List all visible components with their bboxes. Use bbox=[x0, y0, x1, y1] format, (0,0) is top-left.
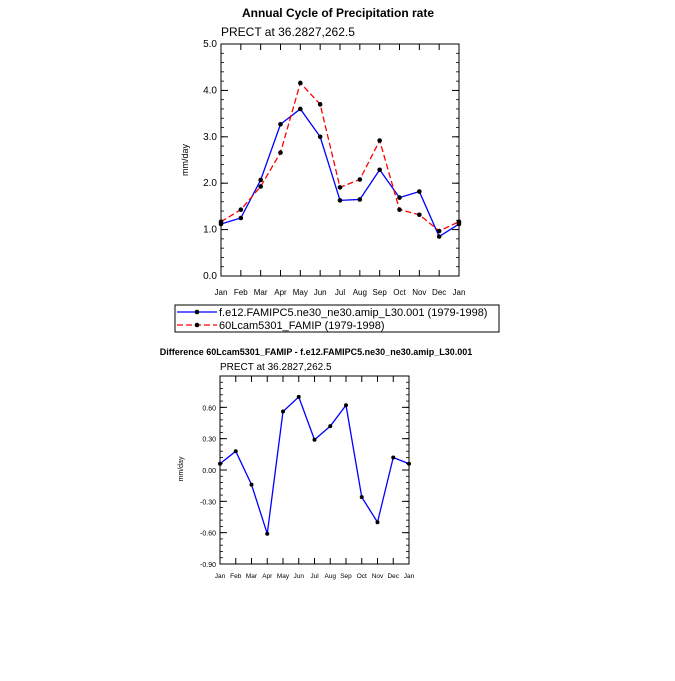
x-tick-label: Apr bbox=[274, 288, 287, 297]
series-1-point bbox=[218, 461, 222, 466]
series-line-1 bbox=[219, 395, 410, 534]
y-tick-label: -0.30 bbox=[200, 499, 216, 506]
legend-marker-series-2 bbox=[194, 322, 200, 328]
series-2-point bbox=[357, 177, 363, 182]
x-tick-label: Jul bbox=[310, 573, 319, 580]
series-1-point bbox=[281, 409, 285, 414]
x-tick-label: Jul bbox=[335, 288, 345, 297]
series-1-point bbox=[357, 197, 363, 202]
series-1-point bbox=[265, 531, 270, 536]
plot-frame bbox=[220, 43, 460, 277]
x-tick-label: Jun bbox=[314, 288, 327, 297]
series-2-point bbox=[278, 150, 283, 155]
x-tick-label: Oct bbox=[393, 288, 406, 297]
series-1-point bbox=[296, 394, 301, 399]
x-tick-label: Oct bbox=[357, 573, 367, 580]
y-tick-label: 0.0 bbox=[203, 271, 217, 282]
y-tick-label: 2.0 bbox=[203, 178, 217, 189]
series-1-point bbox=[233, 449, 238, 454]
x-tick-label: Jan bbox=[404, 573, 415, 580]
legend-label-series-1: f.e12.FAMIPC5.ne30_ne30.amip_L30.001 (19… bbox=[219, 307, 487, 319]
y-tick-label: 5.0 bbox=[203, 39, 217, 50]
series-1-point bbox=[312, 437, 317, 442]
series-2-point bbox=[317, 102, 323, 107]
legend-box bbox=[174, 304, 500, 333]
x-tick-label: Sep bbox=[373, 288, 388, 297]
difference-chart: Difference 60Lcam5301_FAMIP - f.e12.FAMI… bbox=[160, 347, 473, 580]
series-2-point bbox=[417, 212, 422, 218]
x-tick-label: Jan bbox=[453, 288, 466, 297]
difference-title: Difference 60Lcam5301_FAMIP - f.e12.FAMI… bbox=[160, 347, 473, 357]
y-tick-label: 0.00 bbox=[202, 468, 216, 475]
y-tick-label: -0.60 bbox=[200, 531, 216, 538]
series-2-point bbox=[298, 80, 303, 86]
series-1-point bbox=[375, 520, 380, 525]
x-tick-label: Mar bbox=[246, 573, 258, 580]
series-2-point bbox=[337, 185, 343, 190]
x-tick-label: Feb bbox=[234, 288, 248, 297]
x-tick-label: Sep bbox=[340, 573, 352, 580]
annual-cycle-chart: Annual Cycle of Precipitation rate PRECT… bbox=[180, 6, 465, 297]
difference-plot-frame bbox=[219, 375, 410, 565]
x-tick-label: Mar bbox=[254, 288, 268, 297]
y-tick-label: 3.0 bbox=[203, 132, 217, 143]
series-1-point bbox=[436, 234, 442, 239]
series-1-point bbox=[249, 482, 254, 487]
x-tick-label: May bbox=[293, 288, 308, 297]
difference-subtitle: PRECT at 36.2827,262.5 bbox=[220, 362, 332, 373]
series-1-point bbox=[328, 424, 333, 429]
x-tick-label: Jan bbox=[215, 573, 226, 580]
y-tick-label: 1.0 bbox=[203, 225, 217, 236]
series-1-point bbox=[391, 455, 396, 460]
series-1-point bbox=[397, 195, 402, 200]
series-2-point bbox=[436, 228, 442, 234]
series-2-point bbox=[377, 138, 382, 143]
series-1-point bbox=[238, 215, 244, 221]
x-tick-label: Aug bbox=[353, 288, 367, 297]
y-tick-label: 4.0 bbox=[203, 85, 217, 96]
y-axis-label: mm/day bbox=[180, 144, 190, 177]
y-tick-label: -0.90 bbox=[200, 562, 216, 569]
series-1-point bbox=[298, 106, 303, 112]
series-1-point bbox=[337, 198, 343, 203]
x-tick-label: Dec bbox=[387, 573, 399, 580]
x-tick-label: Jan bbox=[215, 288, 228, 297]
series-1-point bbox=[258, 177, 263, 183]
series-2-point bbox=[238, 207, 244, 212]
series-1-point bbox=[359, 495, 364, 500]
legend-marker-series-1 bbox=[194, 309, 200, 315]
y-tick-label: 0.30 bbox=[202, 437, 216, 444]
legend: f.e12.FAMIPC5.ne30_ne30.amip_L30.001 (19… bbox=[174, 304, 500, 333]
x-tick-label: May bbox=[277, 573, 290, 580]
difference-y-axis-label: mm/day bbox=[178, 456, 185, 481]
series-1-point bbox=[377, 167, 382, 173]
series-2-point bbox=[397, 207, 402, 212]
x-tick-label: Jun bbox=[294, 573, 305, 580]
legend-label-series-2: 60Lcam5301_FAMIP (1979-1998) bbox=[219, 320, 385, 332]
series-1-point bbox=[407, 461, 411, 466]
series-2-point bbox=[258, 184, 263, 189]
y-tick-label: 0.60 bbox=[202, 405, 216, 412]
x-tick-label: Nov bbox=[372, 573, 384, 580]
series-1-point bbox=[417, 189, 422, 194]
series-1-point bbox=[344, 403, 348, 408]
chart-subtitle: PRECT at 36.2827,262.5 bbox=[221, 25, 355, 39]
series-2-point bbox=[456, 219, 462, 225]
x-tick-label: Aug bbox=[324, 573, 336, 580]
x-tick-label: Apr bbox=[262, 573, 273, 580]
x-tick-label: Feb bbox=[230, 573, 242, 580]
series-line-2 bbox=[220, 81, 460, 232]
series-1-point bbox=[278, 121, 283, 127]
chart-title: Annual Cycle of Precipitation rate bbox=[242, 6, 434, 20]
series-1-point bbox=[317, 134, 323, 140]
series-2-point bbox=[218, 219, 224, 225]
x-tick-label: Nov bbox=[412, 288, 426, 297]
x-tick-label: Dec bbox=[432, 288, 446, 297]
